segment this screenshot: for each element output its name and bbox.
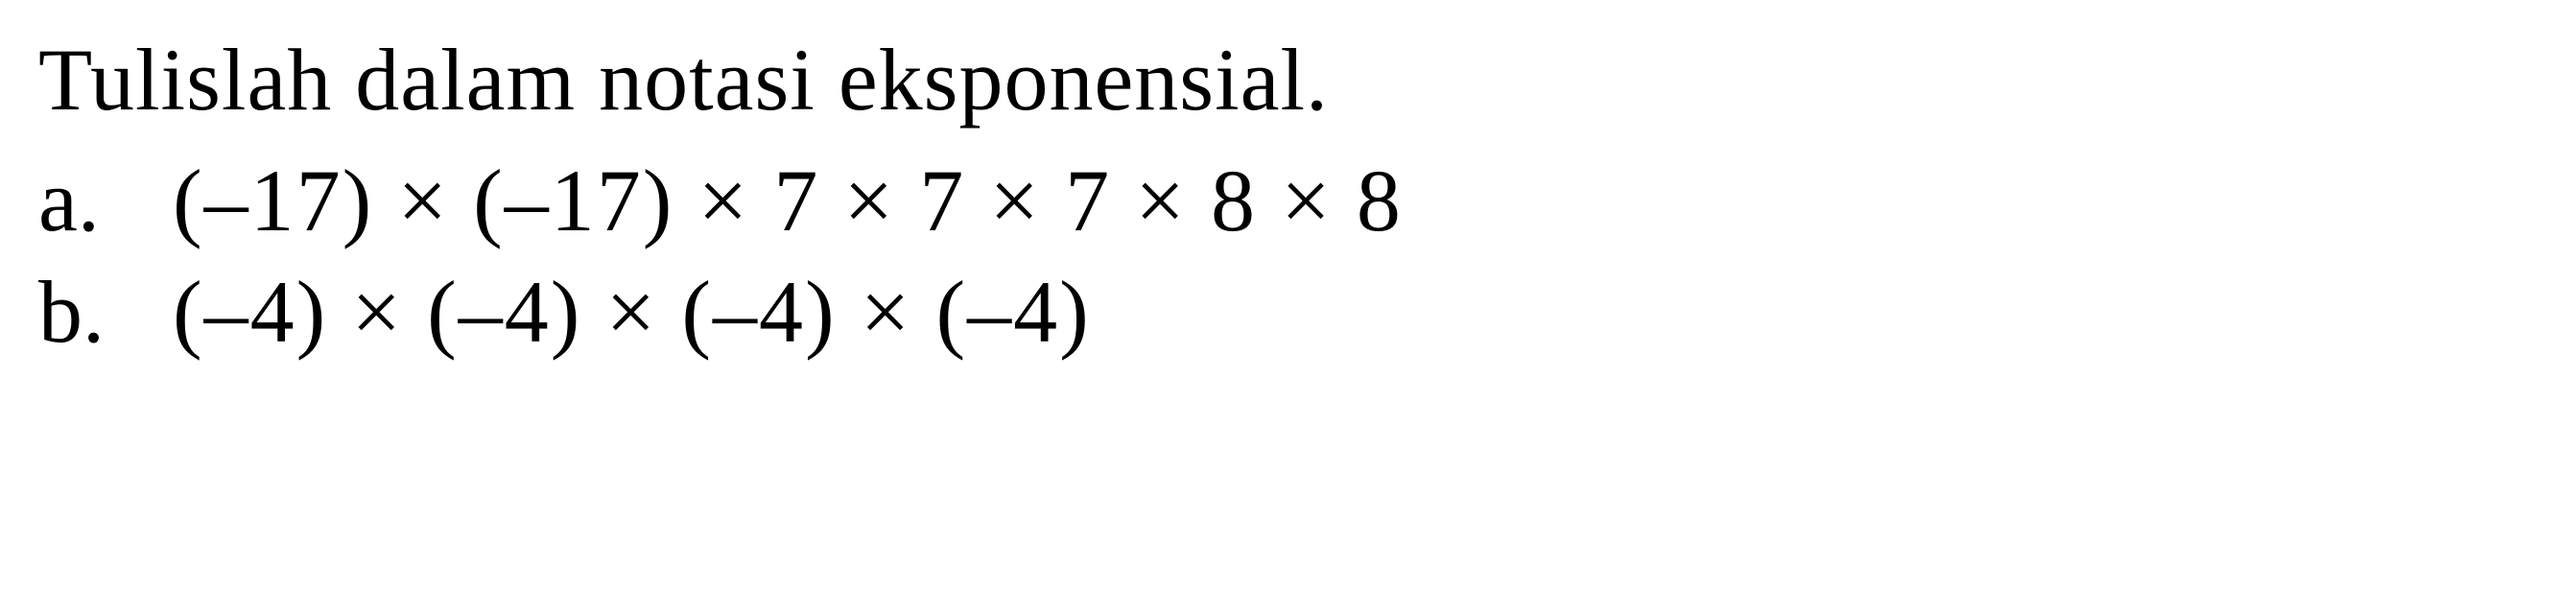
problem-item-a: a. (–17) × (–17) × 7 × 7 × 7 × 8 × 8 bbox=[38, 150, 2538, 251]
item-label-a: a. bbox=[38, 150, 173, 251]
math-problem-content: Tulislah dalam notasi eksponensial. a. (… bbox=[38, 29, 2538, 363]
problem-item-b: b. (–4) × (–4) × (–4) × (–4) bbox=[38, 261, 2538, 363]
problem-title: Tulislah dalam notasi eksponensial. bbox=[38, 29, 2538, 130]
item-label-b: b. bbox=[38, 261, 173, 363]
item-expression-b: (–4) × (–4) × (–4) × (–4) bbox=[173, 261, 1091, 363]
item-expression-a: (–17) × (–17) × 7 × 7 × 7 × 8 × 8 bbox=[173, 150, 1403, 251]
